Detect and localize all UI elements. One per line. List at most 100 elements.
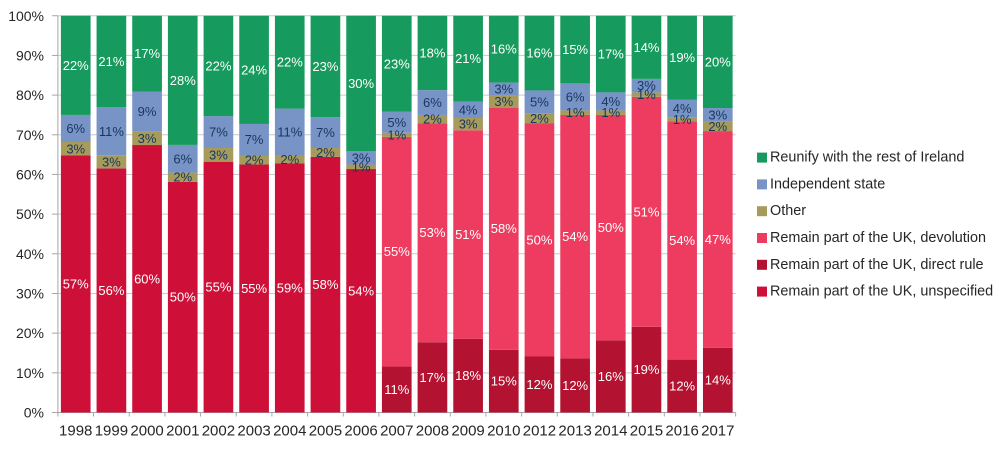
svg-text:9%: 9% <box>138 104 157 119</box>
svg-text:3%: 3% <box>637 78 656 93</box>
svg-text:6%: 6% <box>66 121 85 136</box>
svg-text:60%: 60% <box>16 166 44 182</box>
svg-text:3%: 3% <box>138 131 157 146</box>
svg-text:2%: 2% <box>245 153 264 168</box>
svg-text:17%: 17% <box>598 47 624 62</box>
svg-text:21%: 21% <box>455 51 481 66</box>
svg-text:2012: 2012 <box>523 423 556 440</box>
svg-text:50%: 50% <box>170 290 196 305</box>
svg-text:4%: 4% <box>673 101 692 116</box>
svg-text:3%: 3% <box>102 154 121 169</box>
svg-text:Independent state: Independent state <box>770 176 885 192</box>
svg-text:Remain part of the UK, direct: Remain part of the UK, direct rule <box>770 257 984 273</box>
svg-text:2007: 2007 <box>380 423 413 440</box>
svg-text:23%: 23% <box>312 59 338 74</box>
svg-text:7%: 7% <box>209 125 228 140</box>
svg-text:2016: 2016 <box>665 423 698 440</box>
svg-text:58%: 58% <box>491 221 517 236</box>
svg-text:17%: 17% <box>419 370 445 385</box>
svg-text:50%: 50% <box>16 206 44 222</box>
svg-text:12%: 12% <box>669 379 695 394</box>
svg-text:1999: 1999 <box>95 423 128 440</box>
svg-text:16%: 16% <box>491 42 517 57</box>
svg-text:3%: 3% <box>494 94 513 109</box>
svg-text:3%: 3% <box>209 147 228 162</box>
svg-text:2%: 2% <box>316 145 335 160</box>
svg-text:1%: 1% <box>673 112 692 127</box>
svg-text:28%: 28% <box>170 73 196 88</box>
svg-text:70%: 70% <box>16 127 44 143</box>
svg-text:4%: 4% <box>459 102 478 117</box>
svg-text:23%: 23% <box>384 56 410 71</box>
svg-text:22%: 22% <box>277 55 303 70</box>
svg-text:12%: 12% <box>562 378 588 393</box>
svg-text:40%: 40% <box>16 246 44 262</box>
svg-text:80%: 80% <box>16 87 44 103</box>
svg-text:2001: 2001 <box>166 423 199 440</box>
svg-text:6%: 6% <box>566 89 585 104</box>
svg-text:54%: 54% <box>348 283 374 298</box>
svg-text:11%: 11% <box>277 124 302 139</box>
svg-text:60%: 60% <box>134 271 160 286</box>
svg-text:51%: 51% <box>633 204 659 219</box>
svg-text:1998: 1998 <box>59 423 92 440</box>
svg-text:54%: 54% <box>562 229 588 244</box>
svg-text:0%: 0% <box>24 405 44 421</box>
svg-text:2010: 2010 <box>487 423 520 440</box>
svg-text:6%: 6% <box>173 151 192 166</box>
svg-text:Other: Other <box>770 203 806 219</box>
svg-text:1%: 1% <box>352 159 371 174</box>
svg-text:1%: 1% <box>637 87 656 102</box>
svg-text:19%: 19% <box>633 362 659 377</box>
svg-text:16%: 16% <box>526 46 552 61</box>
svg-text:2005: 2005 <box>309 423 342 440</box>
svg-text:15%: 15% <box>562 42 588 57</box>
svg-text:11%: 11% <box>384 382 409 397</box>
svg-text:22%: 22% <box>63 58 89 73</box>
svg-text:Reunify with the rest of Irela: Reunify with the rest of Ireland <box>770 150 964 166</box>
svg-text:3%: 3% <box>66 141 85 156</box>
svg-text:6%: 6% <box>423 95 442 110</box>
svg-text:22%: 22% <box>205 58 231 73</box>
svg-text:Remain part of the UK, devolut: Remain part of the UK, devolution <box>770 230 986 246</box>
svg-text:14%: 14% <box>705 373 731 388</box>
svg-text:2%: 2% <box>423 112 442 127</box>
svg-text:1%: 1% <box>387 127 406 142</box>
svg-text:2004: 2004 <box>273 423 306 440</box>
svg-text:90%: 90% <box>16 47 44 63</box>
svg-text:2015: 2015 <box>630 423 663 440</box>
svg-text:50%: 50% <box>598 220 624 235</box>
svg-text:20%: 20% <box>16 325 44 341</box>
svg-text:2003: 2003 <box>237 423 270 440</box>
svg-text:55%: 55% <box>384 244 410 259</box>
svg-text:15%: 15% <box>491 374 517 389</box>
svg-text:17%: 17% <box>134 46 160 61</box>
svg-text:2013: 2013 <box>558 423 591 440</box>
svg-text:14%: 14% <box>633 40 659 55</box>
svg-text:2008: 2008 <box>416 423 449 440</box>
svg-text:2006: 2006 <box>344 423 377 440</box>
svg-text:3%: 3% <box>494 81 513 96</box>
svg-text:20%: 20% <box>705 54 731 69</box>
svg-text:16%: 16% <box>598 369 624 384</box>
svg-text:1%: 1% <box>601 105 620 120</box>
svg-text:11%: 11% <box>99 124 124 139</box>
svg-text:2%: 2% <box>530 111 549 126</box>
svg-text:2017: 2017 <box>701 423 734 440</box>
svg-text:55%: 55% <box>205 280 231 295</box>
svg-text:Remain part of the UK, unspeci: Remain part of the UK, unspecified <box>770 284 993 300</box>
svg-text:59%: 59% <box>277 280 303 295</box>
svg-text:2014: 2014 <box>594 423 627 440</box>
svg-text:10%: 10% <box>16 365 44 381</box>
svg-text:7%: 7% <box>316 125 335 140</box>
svg-text:4%: 4% <box>601 94 620 109</box>
svg-text:19%: 19% <box>669 50 695 65</box>
svg-text:1%: 1% <box>566 105 585 120</box>
svg-text:2%: 2% <box>280 152 299 167</box>
svg-text:2%: 2% <box>708 119 727 134</box>
svg-text:5%: 5% <box>530 95 549 110</box>
svg-text:18%: 18% <box>419 45 445 60</box>
svg-text:2%: 2% <box>173 170 192 185</box>
svg-text:5%: 5% <box>387 115 406 130</box>
svg-text:53%: 53% <box>419 225 445 240</box>
